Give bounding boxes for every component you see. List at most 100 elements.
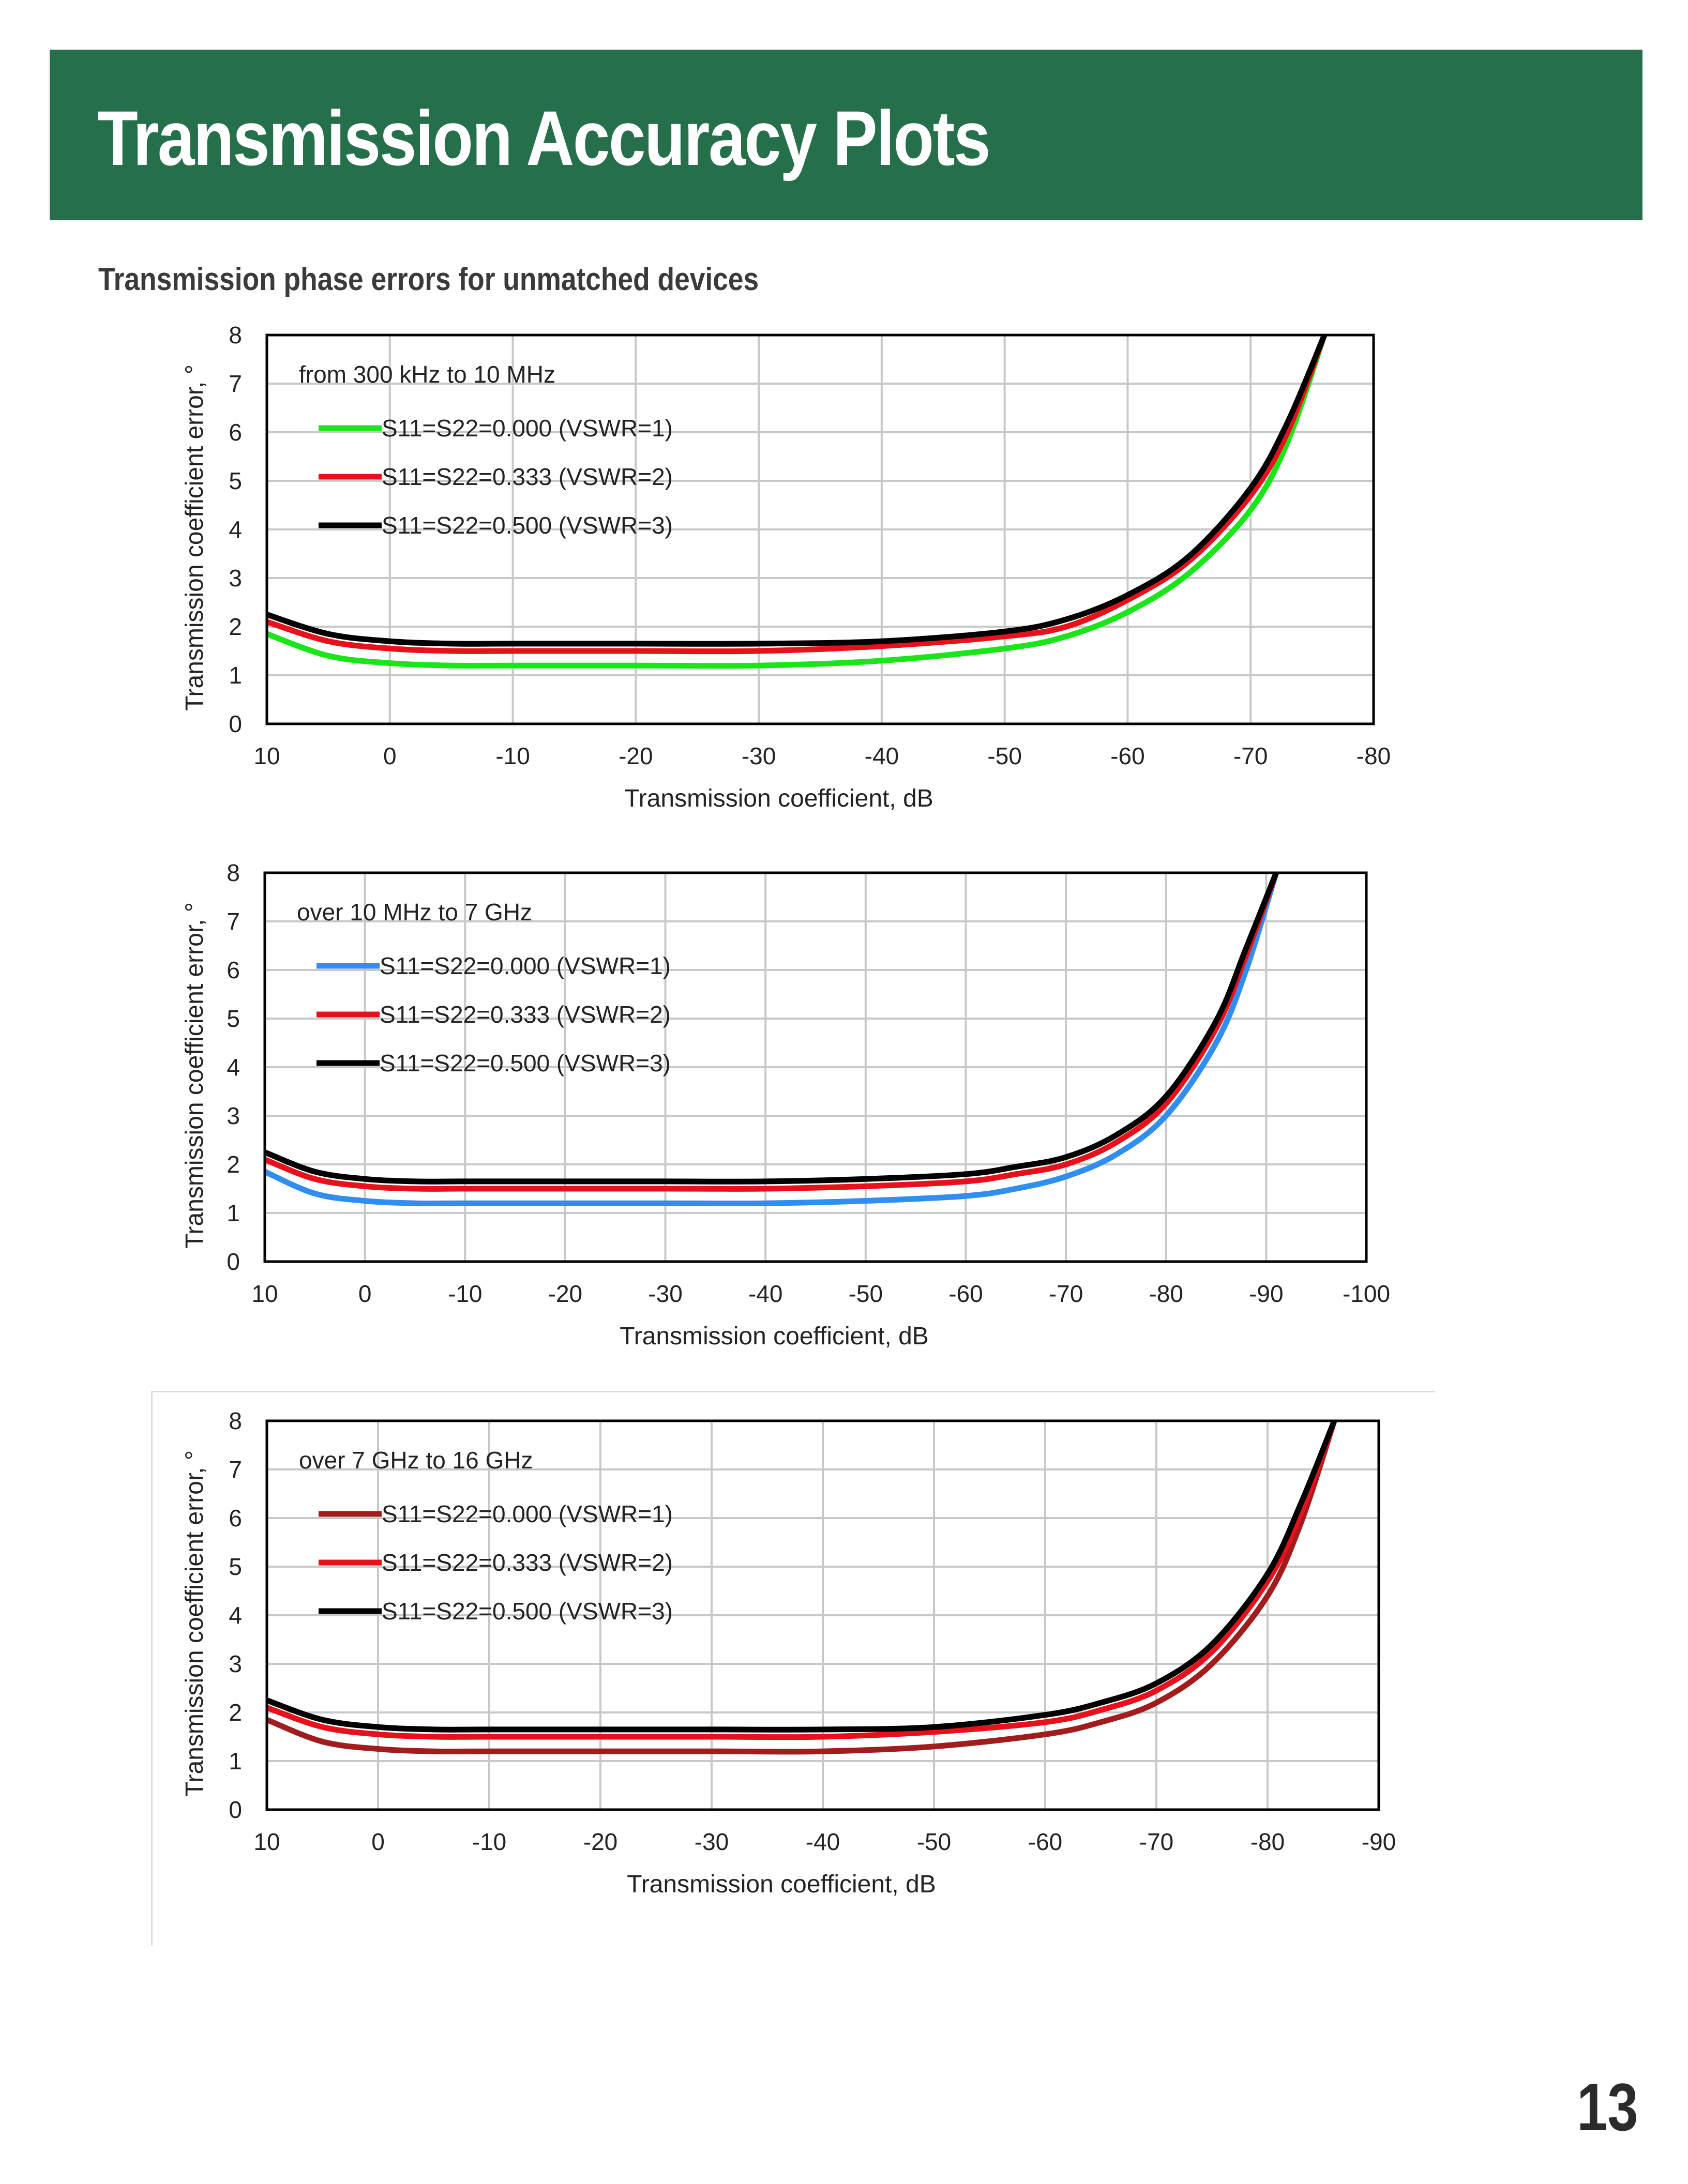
legend-entry: S11=S22=0.333 (VSWR=2) — [382, 463, 673, 490]
range-annotation: over 7 GHz to 16 GHz — [299, 1447, 533, 1474]
x-tick-label: -60 — [1028, 1828, 1062, 1855]
chart-10mhz-7ghz: 10 0 -10 -20 -30 -40 -50 -60 -70 -80 -90 -100 0 1 2 3 4 5… — [181, 859, 1390, 1350]
legend-entry: S11=S22=0.333 (VSWR=2) — [380, 1001, 671, 1028]
y-tick-label: 1 — [229, 662, 242, 689]
x-tick-label: -40 — [806, 1828, 840, 1855]
page-title: Transmission Accuracy Plots — [97, 95, 991, 181]
x-axis-label: Transmission coefficient, dB — [627, 1871, 936, 1898]
plot-border — [263, 871, 1368, 1263]
y-tick-label: 6 — [229, 419, 242, 446]
section-subtitle: Transmission phase errors for unmatched … — [98, 262, 759, 297]
y-tick-label: 1 — [229, 1748, 242, 1775]
x-tick-label: -100 — [1343, 1280, 1390, 1307]
y-tick-label: 2 — [227, 1151, 240, 1178]
y-tick-label: 5 — [229, 467, 242, 494]
legend-entry: S11=S22=0.500 (VSWR=3) — [382, 512, 673, 539]
range-annotation: from 300 kHz to 10 MHz — [299, 361, 555, 388]
y-axis-label: Transmission coefficient error, ° — [181, 1450, 208, 1797]
y-tick-label: 5 — [227, 1005, 240, 1032]
x-tick-label: 0 — [371, 1828, 385, 1855]
series-group — [265, 873, 1279, 1207]
legend-entry: S11=S22=0.500 (VSWR=3) — [382, 1598, 673, 1625]
legend-entry: S11=S22=0.500 (VSWR=3) — [380, 1050, 671, 1076]
y-tick-label: 0 — [227, 1248, 240, 1275]
x-tick-label: -30 — [742, 742, 776, 769]
x-tick-label: -90 — [1362, 1828, 1396, 1855]
y-tick-label: 8 — [229, 1407, 242, 1434]
x-tick-label: -40 — [748, 1280, 782, 1307]
x-tick-label: -80 — [1149, 1280, 1183, 1307]
x-tick-label: -10 — [472, 1828, 506, 1855]
x-tick-label: 10 — [253, 1828, 280, 1855]
chart-frame — [151, 1391, 1435, 1946]
y-tick-label: 2 — [229, 613, 242, 640]
y-tick-label: 0 — [229, 1796, 242, 1823]
y-tick-label: 3 — [229, 1650, 242, 1677]
x-tick-label: -80 — [1357, 742, 1391, 769]
series-line — [267, 335, 1327, 647]
x-tick-label: -70 — [1233, 742, 1268, 769]
chart-300khz-10mhz: 10 0 -10 -20 -30 -40 -50 -60 -70 -80 0 1 2 3 4 5 6 7 8 from… — [181, 322, 1391, 812]
x-tick-label: 0 — [383, 742, 397, 769]
x-tick-label: -20 — [619, 742, 653, 769]
x-tick-label: -60 — [1110, 742, 1144, 769]
y-tick-label: 8 — [229, 322, 242, 348]
y-tick-label: 0 — [229, 710, 242, 737]
x-tick-label: -40 — [865, 742, 899, 769]
series-group — [267, 1421, 1337, 1755]
x-tick-label: -20 — [583, 1828, 617, 1855]
series-line — [267, 1421, 1337, 1740]
y-axis-label: Transmission coefficient error, ° — [181, 902, 208, 1249]
series-line — [267, 335, 1328, 669]
series-line — [265, 873, 1279, 1192]
y-tick-label: 3 — [229, 565, 242, 592]
series-line — [267, 1421, 1337, 1755]
legend-entry: S11=S22=0.000 (VSWR=1) — [380, 952, 671, 979]
x-tick-label: -70 — [1049, 1280, 1083, 1307]
x-tick-label: -50 — [987, 742, 1021, 769]
plot-border — [265, 333, 1375, 725]
x-tick-label: 10 — [251, 1280, 278, 1307]
y-tick-label: 7 — [229, 1456, 242, 1483]
y-tick-label: 4 — [229, 516, 242, 543]
plot-border — [265, 1419, 1380, 1811]
legend-entry: S11=S22=0.000 (VSWR=1) — [382, 415, 673, 442]
y-tick-label: 6 — [227, 957, 240, 983]
y-tick-label: 6 — [229, 1505, 242, 1531]
series-line — [267, 335, 1328, 655]
series-line — [265, 873, 1279, 1185]
legend-entry: S11=S22=0.000 (VSWR=1) — [382, 1500, 673, 1527]
page-number: 13 — [1577, 2069, 1638, 2145]
x-tick-label: -30 — [695, 1828, 729, 1855]
x-tick-label: -10 — [448, 1280, 482, 1307]
y-tick-label: 5 — [229, 1553, 242, 1580]
y-tick-label: 4 — [227, 1054, 240, 1081]
x-tick-label: -10 — [495, 742, 530, 769]
x-tick-label: -50 — [917, 1828, 951, 1855]
x-tick-label: -80 — [1250, 1828, 1285, 1855]
x-tick-label: 10 — [253, 742, 280, 769]
x-tick-label: -90 — [1249, 1280, 1283, 1307]
x-tick-label: -50 — [849, 1280, 883, 1307]
series-line — [267, 1421, 1337, 1733]
y-tick-label: 3 — [227, 1102, 240, 1129]
x-tick-label: -30 — [648, 1280, 682, 1307]
range-annotation: over 10 MHz to 7 GHz — [297, 899, 532, 926]
title-banner: Transmission Accuracy Plots — [50, 50, 1642, 220]
x-axis-label: Transmission coefficient, dB — [620, 1323, 929, 1350]
x-tick-label: -70 — [1139, 1828, 1173, 1855]
x-tick-label: -60 — [948, 1280, 983, 1307]
y-tick-label: 2 — [229, 1699, 242, 1726]
y-axis-label: Transmission coefficient error, ° — [181, 365, 208, 711]
series-group — [267, 335, 1328, 669]
x-axis-label: Transmission coefficient, dB — [624, 785, 933, 812]
y-tick-label: 7 — [227, 908, 240, 935]
series-line — [265, 873, 1279, 1207]
y-tick-label: 7 — [229, 370, 242, 397]
x-tick-label: -20 — [548, 1280, 582, 1307]
x-tick-label: 0 — [358, 1280, 372, 1307]
legend-entry: S11=S22=0.333 (VSWR=2) — [382, 1549, 673, 1576]
y-tick-label: 1 — [227, 1200, 240, 1226]
y-tick-label: 4 — [229, 1602, 242, 1629]
chart-7ghz-16ghz: 10 0 -10 -20 -30 -40 -50 -60 -70 -80 -90 0 1 2 3 4 5 6 7 8 o… — [181, 1407, 1396, 1898]
